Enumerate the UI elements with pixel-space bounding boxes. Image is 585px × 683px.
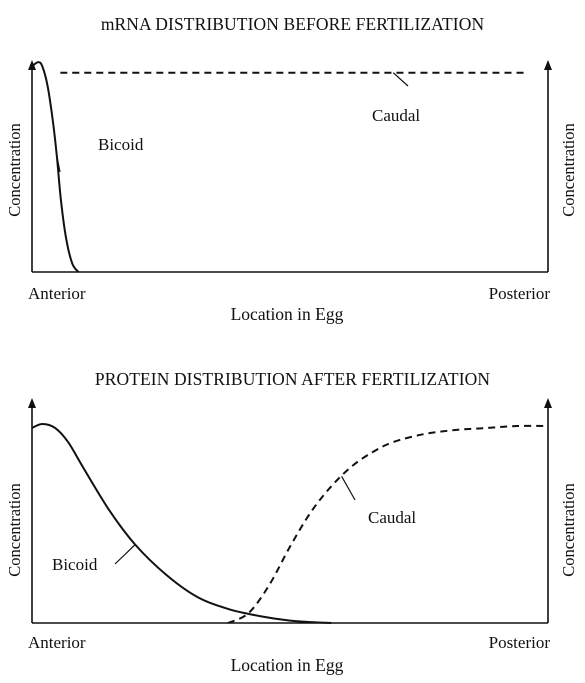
left-y-axis-label: Concentration xyxy=(5,483,24,576)
bicoid-series-line xyxy=(31,61,80,273)
left-axis-arrow-icon xyxy=(28,398,36,408)
left-axis-arrow-icon xyxy=(28,60,36,70)
bicoid-series-label: Bicoid xyxy=(98,135,144,154)
caudal-series-line xyxy=(227,424,549,624)
x-axis-label: Location in Egg xyxy=(231,655,344,675)
mrna-axes xyxy=(28,60,552,273)
mrna-chart-panel: mRNA DISTRIBUTION BEFORE FERTILIZATION B… xyxy=(0,0,585,340)
bicoid-series-line xyxy=(31,423,332,624)
caudal-series-label: Caudal xyxy=(372,106,420,125)
protein-axes xyxy=(28,398,552,624)
x-axis-label: Location in Egg xyxy=(231,304,344,324)
protein-chart-title: PROTEIN DISTRIBUTION AFTER FERTILIZATION xyxy=(94,369,491,389)
x-tick-label-posterior: Posterior xyxy=(489,284,551,303)
caudal-leader-line xyxy=(341,475,356,501)
left-y-axis-label: Concentration xyxy=(5,123,24,216)
mrna-chart: Bicoid Caudal Concentration Concentration An… xyxy=(5,60,578,324)
right-y-axis-label: Concentration xyxy=(559,123,578,216)
x-tick-label-anterior: Anterior xyxy=(28,633,86,652)
protein-labels: Bicoid Caudal Concentration Concentration An… xyxy=(5,475,578,675)
mrna-chart-title: mRNA DISTRIBUTION BEFORE FERTILIZATION xyxy=(100,14,485,34)
bicoid-leader-line xyxy=(114,544,136,565)
protein-series-layer xyxy=(31,423,549,624)
protein-chart-panel: PROTEIN DISTRIBUTION AFTER FERTILIZATION… xyxy=(0,340,585,683)
protein-chart: Bicoid Caudal Concentration Concentration An… xyxy=(5,398,578,675)
bicoid-leader-line xyxy=(56,155,61,173)
mrna-labels: Bicoid Caudal Concentration Concentration An… xyxy=(5,72,578,324)
x-tick-label-posterior: Posterior xyxy=(489,633,551,652)
caudal-leader-line xyxy=(392,72,409,87)
right-y-axis-label: Concentration xyxy=(559,483,578,576)
caudal-series-label: Caudal xyxy=(368,508,416,527)
right-axis-arrow-icon xyxy=(544,398,552,408)
x-tick-label-anterior: Anterior xyxy=(28,284,86,303)
bicoid-series-label: Bicoid xyxy=(52,555,98,574)
right-axis-arrow-icon xyxy=(544,60,552,70)
mrna-series-layer xyxy=(31,61,528,273)
